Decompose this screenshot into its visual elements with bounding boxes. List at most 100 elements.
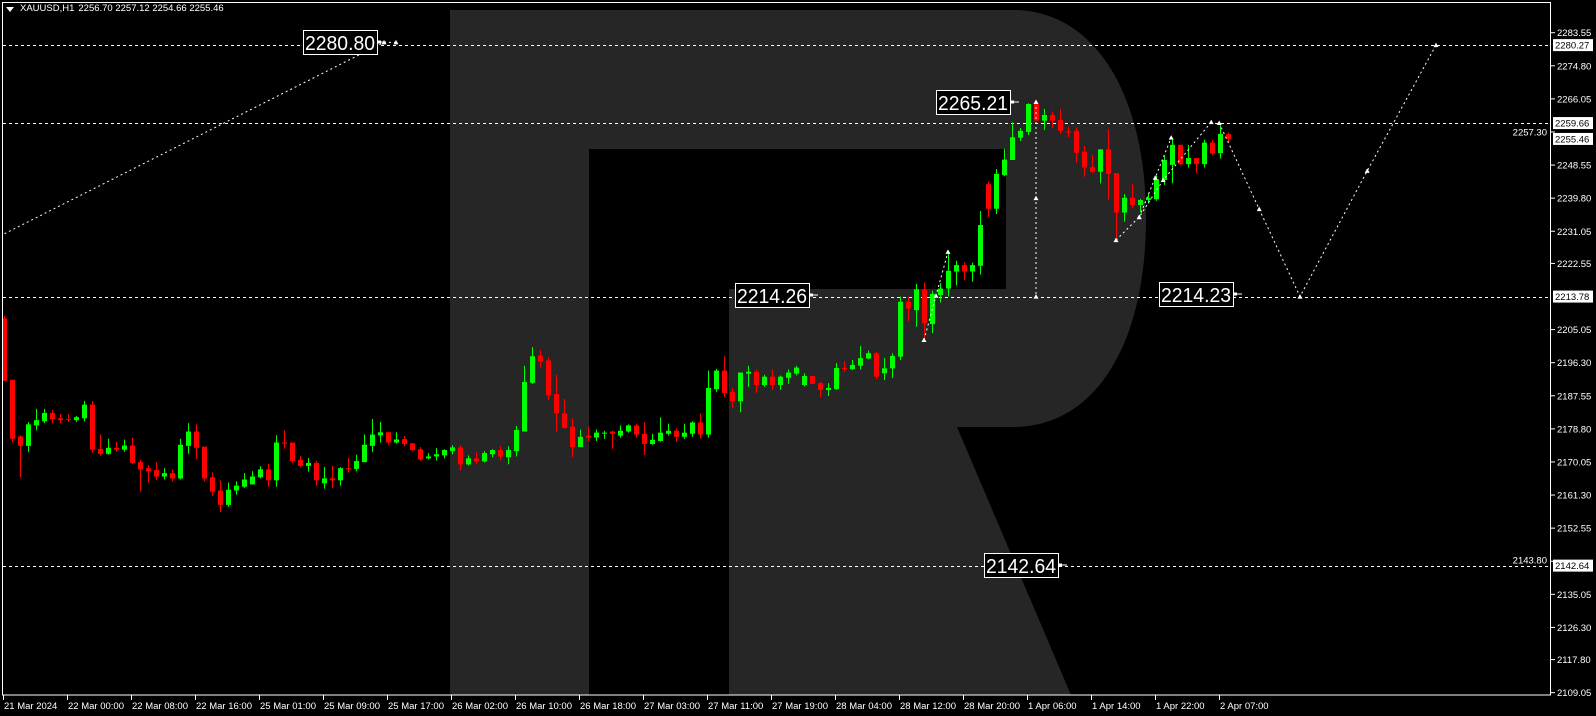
candle-body [618, 430, 623, 436]
candle-body [1106, 149, 1111, 174]
triangle-down-icon[interactable] [6, 6, 14, 12]
price-label[interactable]: 2142.64 [984, 553, 1068, 579]
candle [1194, 158, 1199, 173]
candle [946, 251, 951, 297]
y-tick-label: 2205.05 [1557, 325, 1591, 336]
candle-body [474, 458, 479, 462]
candle-body [690, 422, 695, 434]
candle [170, 469, 175, 482]
candle-body [362, 444, 367, 463]
price-label[interactable]: 2265.21 [936, 90, 1020, 116]
candle [242, 473, 247, 488]
x-tick-label: 27 Mar 11:00 [708, 701, 763, 712]
arrow-marker-icon [1168, 135, 1174, 140]
candle-body [706, 388, 711, 435]
price-label-box [936, 90, 1011, 115]
candle [978, 211, 983, 275]
candle [1146, 193, 1151, 204]
candle-body [730, 391, 735, 402]
candle [642, 422, 647, 455]
ohlc-readout: 2256.70 2257.12 2254.66 2255.46 [78, 3, 224, 14]
arrow-marker-icon [1433, 42, 1439, 48]
candle [522, 365, 527, 432]
x-tick-label: 1 Apr 06:00 [1028, 701, 1077, 712]
y-tick-label: 2187.55 [1557, 391, 1591, 402]
candle [1050, 111, 1055, 128]
candle [602, 430, 607, 439]
candle-body [674, 430, 679, 437]
candle-body [410, 443, 415, 451]
trend-line[interactable] [1115, 121, 1212, 241]
candle-body [586, 435, 591, 438]
y-tick-label: 2274.80 [1557, 61, 1591, 72]
candle [802, 373, 807, 387]
arrow-marker-icon [945, 249, 951, 254]
price-axis-label-box [1553, 559, 1593, 572]
candle [226, 482, 231, 507]
price-axis-label: 2142.64 [1555, 561, 1589, 572]
candle [674, 428, 679, 442]
candle-body [1066, 131, 1071, 133]
candle [402, 436, 407, 447]
candle [1218, 123, 1223, 159]
candle-body [882, 368, 887, 374]
candle-body [370, 434, 375, 446]
trend-line[interactable] [1138, 137, 1172, 218]
arrow-marker-icon [1152, 175, 1158, 180]
candle-body [722, 370, 727, 393]
candle [1186, 144, 1191, 168]
candle [130, 437, 135, 465]
candle-body [858, 358, 863, 366]
price-label[interactable]: 2280.80 [303, 30, 387, 56]
candle-body [194, 431, 199, 448]
candle [154, 462, 159, 481]
candle-body [1122, 197, 1127, 213]
candle [26, 422, 31, 452]
candle [1058, 108, 1063, 134]
candle [1122, 194, 1127, 222]
candle-body [234, 485, 239, 491]
candle-body [450, 447, 455, 452]
price-axis-label-box [1553, 39, 1593, 52]
candle-body [418, 449, 423, 460]
candle [1002, 148, 1007, 177]
candle [418, 447, 423, 461]
x-tick-label: 25 Mar 01:00 [260, 701, 316, 712]
candle [194, 424, 199, 460]
candle-body [1074, 130, 1079, 153]
candle-body [178, 444, 183, 479]
candle-body [498, 450, 503, 457]
candle-body [138, 462, 143, 470]
arrow-marker-icon [1113, 237, 1119, 243]
candle [346, 457, 351, 473]
candle [10, 379, 15, 443]
candle-body [1138, 200, 1143, 205]
candle-body [1178, 144, 1183, 165]
candle [586, 426, 591, 441]
candle [114, 441, 119, 452]
price-label[interactable]: 2214.26 [735, 283, 819, 309]
candle [1226, 132, 1231, 142]
candle-body [986, 184, 991, 209]
y-tick-label: 2161.30 [1557, 491, 1591, 502]
candle [1202, 139, 1207, 168]
price-label-text: 2142.64 [986, 556, 1056, 578]
candle [74, 416, 79, 423]
candle-body [114, 447, 119, 450]
candle [178, 438, 183, 480]
candle-body [434, 454, 439, 457]
candle [186, 423, 191, 454]
price-label[interactable]: 2214.23 [1159, 282, 1243, 308]
candle [842, 361, 847, 373]
candle-body [402, 439, 407, 444]
candle-body [1170, 144, 1175, 165]
price-label-box [984, 553, 1059, 578]
candle [618, 425, 623, 438]
candle-body [1010, 137, 1015, 160]
candle [906, 296, 911, 322]
candle-body [770, 376, 775, 385]
candle-body [202, 446, 207, 479]
candle [762, 374, 767, 387]
candle-body [314, 462, 319, 481]
